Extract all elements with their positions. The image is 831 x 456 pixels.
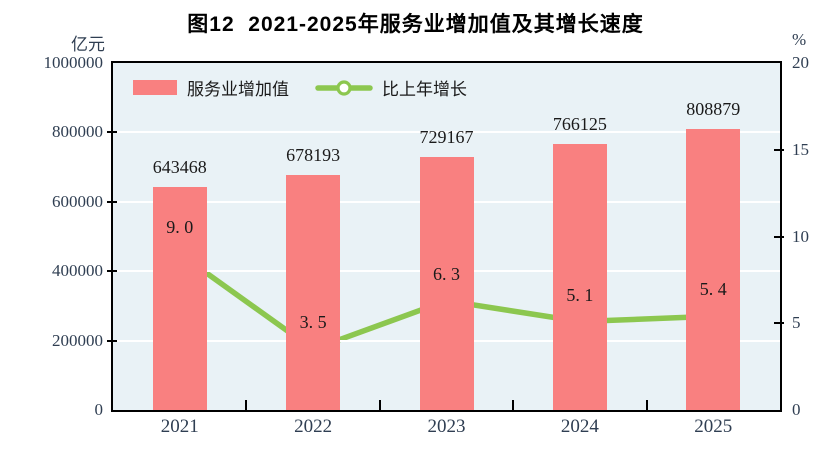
x-axis-tick — [378, 400, 381, 410]
right-axis-tick-label: 10 — [792, 226, 809, 246]
left-axis-unit-label: 亿元 — [71, 35, 105, 54]
left-axis-tick — [107, 131, 117, 134]
bar-value-label: 766125 — [552, 114, 607, 135]
left-axis-tick-label: 0 — [94, 400, 104, 419]
right-axis-unit-label: % — [792, 30, 807, 49]
bar — [286, 174, 341, 410]
bar-value-label: 643468 — [152, 156, 207, 177]
x-axis-tick — [512, 400, 515, 410]
right-axis-tick-label: 20 — [792, 53, 809, 72]
bar-legend-label: 服务业增加值 — [187, 80, 289, 99]
left-axis-tick — [107, 270, 117, 273]
left-axis-tick-label: 200000 — [52, 330, 103, 350]
bar — [419, 156, 474, 410]
gridline — [113, 131, 780, 134]
chart-title: 图12 2021-2025年服务业增加值及其增长速度 — [187, 13, 644, 36]
x-axis-category-label: 2024 — [560, 416, 599, 437]
bar — [152, 186, 207, 410]
legend: 服务业增加值 比上年增长 — [133, 75, 493, 100]
right-axis-tick-label: 5 — [792, 313, 801, 333]
x-axis-tick — [245, 400, 248, 410]
growth-value-label: 9. 0 — [166, 216, 194, 237]
line-legend-marker-icon — [315, 79, 373, 96]
left-axis-tick-label: 800000 — [52, 122, 103, 142]
left-axis-tick — [107, 339, 117, 342]
bar-value-label: 808879 — [686, 99, 741, 120]
bar-value-label: 678193 — [286, 144, 341, 165]
right-axis-tick-label: 0 — [792, 400, 801, 419]
growth-value-label: 3. 5 — [299, 312, 327, 333]
bar — [686, 129, 741, 410]
right-axis-tick — [774, 322, 784, 325]
bar-value-label: 729167 — [419, 126, 474, 147]
left-axis-tick-label: 1000000 — [43, 53, 104, 72]
right-axis-tick-label: 15 — [792, 139, 809, 159]
x-axis-category-label: 2025 — [694, 416, 733, 437]
x-axis-category-label: 2023 — [427, 416, 466, 437]
plot-area: 服务业增加值 比上年增长 643468 678193 729167 766125 808… — [111, 61, 782, 412]
growth-value-label: 5. 1 — [566, 284, 594, 305]
right-axis-tick — [774, 148, 784, 151]
left-axis-tick-label: 400000 — [52, 261, 103, 281]
bar-legend-swatch — [133, 80, 177, 95]
left-axis-tick-label: 600000 — [52, 191, 103, 211]
x-axis-category-label: 2021 — [160, 416, 199, 437]
line-legend-label: 比上年增长 — [382, 80, 467, 99]
right-axis-tick — [774, 235, 784, 238]
x-axis-category-label: 2022 — [294, 416, 333, 437]
growth-value-label: 5. 4 — [699, 279, 727, 300]
growth-value-label: 6. 3 — [433, 263, 460, 284]
bar — [552, 144, 607, 410]
x-axis-tick — [645, 400, 648, 410]
left-axis-tick — [107, 200, 117, 203]
